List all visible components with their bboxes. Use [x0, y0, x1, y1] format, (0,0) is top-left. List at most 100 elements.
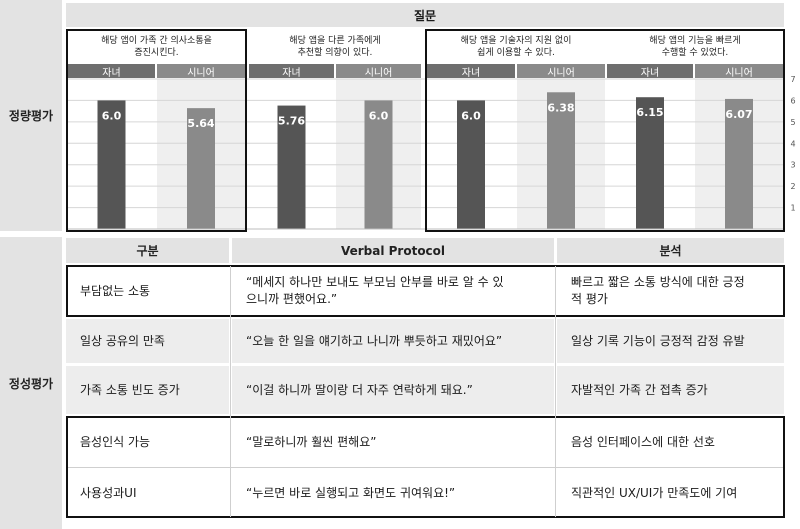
row1-analysis: 빠르고 짧은 소통 방식에 대한 긍정 적 평가 [557, 266, 784, 316]
tab-child-q1: 자녀 [68, 64, 155, 79]
row4-protocol: “말로하니까 훨씬 편해요” [232, 418, 554, 466]
header-protocol-text: Verbal Protocol [340, 243, 446, 258]
row4-analysis-text: 음성 인터페이스에 대한 선호 [571, 434, 715, 449]
y-tick-label-2: 2 [790, 182, 795, 191]
question-34-outline [425, 29, 785, 232]
bar-label-child-q2: 5.76 [278, 115, 305, 128]
tab-child-q3: 자녀 [427, 64, 515, 79]
y-tick-label-6: 6 [790, 96, 795, 105]
bar-senior-q1 [187, 108, 215, 229]
question-header: 질문 [66, 3, 784, 27]
y-tick-label-7: 7 [790, 75, 795, 84]
header-analysis-text: 분석 [659, 244, 682, 258]
row45-divider [68, 467, 783, 468]
tab-senior-q3: 시니어 [517, 64, 605, 79]
header-category-text: 구분 [136, 244, 159, 258]
table-header-protocol: Verbal Protocol [232, 238, 554, 263]
tab-senior-q2: 시니어 [336, 64, 421, 79]
bar-label-child-q1: 6.0 [102, 109, 122, 122]
bar-label-senior-q3: 6.38 [547, 101, 574, 114]
bar-senior-q4 [725, 98, 753, 229]
tab-senior-q3-label: 시니어 [547, 67, 575, 79]
question-4-line1: 해당 앱의 기능을 빠르게 [649, 36, 741, 46]
question-2-line1: 해당 앱을 다른 가족에게 [289, 36, 381, 46]
tab-child-q4-label: 자녀 [640, 67, 660, 79]
row4-analysis: 음성 인터페이스에 대한 선호 [557, 418, 784, 466]
row1-outline [66, 265, 785, 317]
bar-child-q3 [457, 100, 485, 229]
row3-category-text: 가족 소통 빈도 증가 [80, 382, 180, 397]
tab-senior-q1: 시니어 [157, 64, 245, 79]
rows45-outline [66, 416, 785, 518]
row4-category-text: 음성인식 가능 [80, 434, 151, 449]
table-col-divider-1 [230, 266, 231, 517]
question-4-line2: 수행할 수 있었다. [661, 48, 729, 58]
bar-senior-q3 [547, 92, 575, 230]
tab-senior-q1-label: 시니어 [187, 67, 215, 79]
question-1-outline [66, 29, 247, 232]
row1-protocol-line2: 으니까 편했어요.” [246, 292, 338, 306]
bar-label-senior-q2: 6.0 [369, 109, 389, 122]
question-3-title: 해당 앱을 기술자의 지원 없이 쉽게 이용할 수 있다. [427, 31, 605, 63]
row1-protocol-line1: “메세지 하나만 보내도 부모님 안부를 바로 알 수 있 [246, 275, 504, 289]
bar-label-child-q4: 6.15 [636, 106, 663, 119]
row1-category-text: 부담없는 소통 [80, 283, 151, 298]
row5-analysis: 직관적인 UX/UI가 만족도에 기여 [557, 470, 784, 516]
bar-child-q2 [277, 105, 306, 229]
bar-child-q1 [97, 100, 126, 229]
quantitative-section-label: 정량평가 [0, 0, 62, 231]
y-tick-label-1: 1 [790, 204, 795, 213]
question-2-title: 해당 앱을 다른 가족에게 추천할 의향이 있다. [249, 31, 421, 63]
row1-protocol: “메세지 하나만 보내도 부모님 안부를 바로 알 수 있 으니까 편했어요.” [232, 266, 554, 316]
y-tick-label-5: 5 [790, 118, 795, 127]
qualitative-label-text: 정성평가 [8, 376, 54, 391]
row5-analysis-text: 직관적인 UX/UI가 만족도에 기여 [571, 485, 738, 500]
quantitative-label-text: 정량평가 [8, 109, 54, 123]
row3-analysis-text: 자발적인 가족 간 접촉 증가 [571, 382, 708, 397]
table-header-analysis: 분석 [557, 238, 784, 263]
bar-child-q4 [636, 97, 664, 229]
row3-protocol-text: “이걸 하니까 딸이랑 더 자주 연락하게 돼요.” [246, 382, 473, 397]
question-3-line1: 해당 앱을 기술자의 지원 없이 [460, 36, 572, 46]
question-4-title: 해당 앱의 기능을 빠르게 수행할 수 있었다. [607, 31, 783, 63]
row1-analysis-line2: 적 평가 [571, 292, 608, 306]
tab-senior-q2-label: 시니어 [364, 67, 393, 79]
tab-child-q2-label: 자녀 [282, 67, 301, 79]
table-header-category: 구분 [66, 238, 229, 263]
row3-analysis: 자발적인 가족 간 접촉 증가 [557, 366, 784, 414]
row2-analysis: 일상 기록 기능이 긍정적 감정 유발 [557, 319, 784, 363]
y-tick-label-4: 4 [790, 139, 795, 148]
row3-category: 가족 소통 빈도 증가 [66, 366, 229, 414]
qualitative-section-label: 정성평가 [0, 237, 62, 529]
row5-protocol: “누르면 바로 실행되고 화면도 귀여워요!” [232, 470, 554, 516]
row3-protocol: “이걸 하니까 딸이랑 더 자주 연락하게 돼요.” [232, 366, 554, 414]
row2-analysis-text: 일상 기록 기능이 긍정적 감정 유발 [571, 333, 745, 348]
row5-category-text: 사용성과UI [80, 485, 137, 500]
question-1-line2: 증진시킨다. [134, 48, 179, 58]
tab-child-q3-label: 자녀 [461, 67, 481, 79]
row5-category: 사용성과UI [66, 470, 229, 516]
y-tick-label-3: 3 [790, 161, 795, 170]
question-2-line2: 추천할 의향이 있다. [297, 48, 373, 58]
row2-protocol-text: “오늘 한 일을 얘기하고 나니까 뿌듯하고 재밌어요” [246, 333, 503, 348]
question-1-title: 해당 앱이 가족 간 의사소통을 증진시킨다. [68, 31, 245, 63]
tab-senior-q4-label: 시니어 [725, 67, 753, 79]
tab-senior-q4: 시니어 [695, 64, 783, 79]
tab-child-q2: 자녀 [249, 64, 334, 79]
question-3-line2: 쉽게 이용할 수 있다. [477, 48, 555, 58]
bar-label-senior-q4: 6.07 [725, 108, 752, 121]
bar-label-senior-q1: 5.64 [187, 117, 214, 130]
row5-protocol-text: “누르면 바로 실행되고 화면도 귀여워요!” [246, 485, 456, 500]
row2-protocol: “오늘 한 일을 얘기하고 나니까 뿌듯하고 재밌어요” [232, 319, 554, 363]
table-col-divider-2 [555, 266, 556, 517]
question-header-text: 질문 [413, 8, 437, 23]
row4-category: 음성인식 가능 [66, 418, 229, 466]
question-1-line1: 해당 앱이 가족 간 의사소통을 [101, 36, 212, 46]
tab-child-q1-label: 자녀 [102, 67, 121, 79]
bar-chart: 6.0 5.76 6.0 6.15 5.64 6.0 6.38 6.07 1 2 3 4 5 6 7 [68, 75, 796, 230]
bar-senior-q2 [364, 100, 393, 229]
row4-protocol-text: “말로하니까 훨씬 편해요” [246, 434, 377, 449]
row2-category: 일상 공유의 만족 [66, 319, 229, 363]
row1-category: 부담없는 소통 [66, 266, 229, 316]
bar-label-child-q3: 6.0 [461, 109, 481, 122]
